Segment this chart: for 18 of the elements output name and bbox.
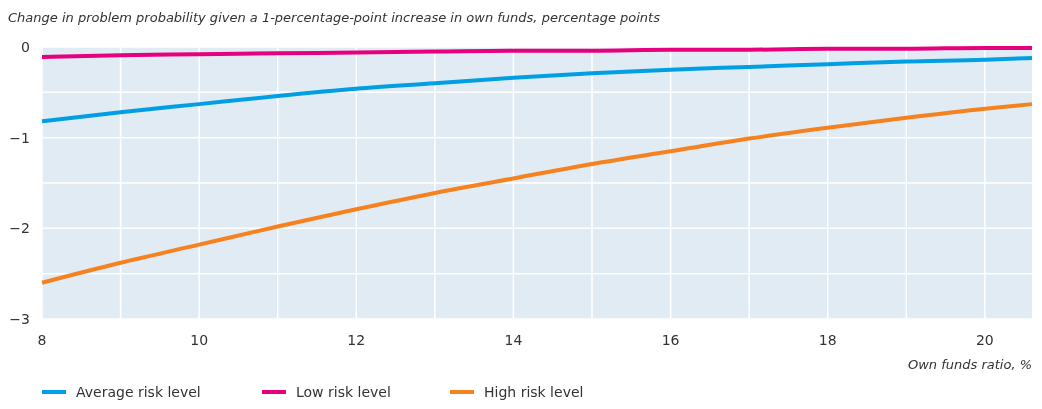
x-tick-label: 16 (661, 332, 680, 348)
x-axis-title: Own funds ratio, % (907, 357, 1032, 372)
x-tick-label: 10 (190, 332, 209, 348)
line-series (40, 102, 1034, 285)
x-tick-label: 12 (347, 332, 366, 348)
y-tick-label: −3 (9, 311, 30, 327)
line-series (40, 55, 1034, 124)
legend-label: Average risk level (76, 384, 201, 400)
legend-label: High risk level (484, 384, 584, 400)
legend-label: Low risk level (296, 384, 391, 400)
y-tick-label: −1 (9, 129, 30, 146)
x-tick-label: 20 (975, 332, 994, 348)
x-tick-label: 14 (504, 332, 523, 348)
y-tick-label: −2 (9, 220, 30, 237)
x-tick-label: 8 (37, 332, 47, 348)
y-tick-label: 0 (21, 39, 30, 55)
chart-title: Change in problem probability given a 1-percentage-point increase in own funds, percentage points (8, 10, 661, 25)
x-tick-label: 18 (818, 332, 837, 348)
